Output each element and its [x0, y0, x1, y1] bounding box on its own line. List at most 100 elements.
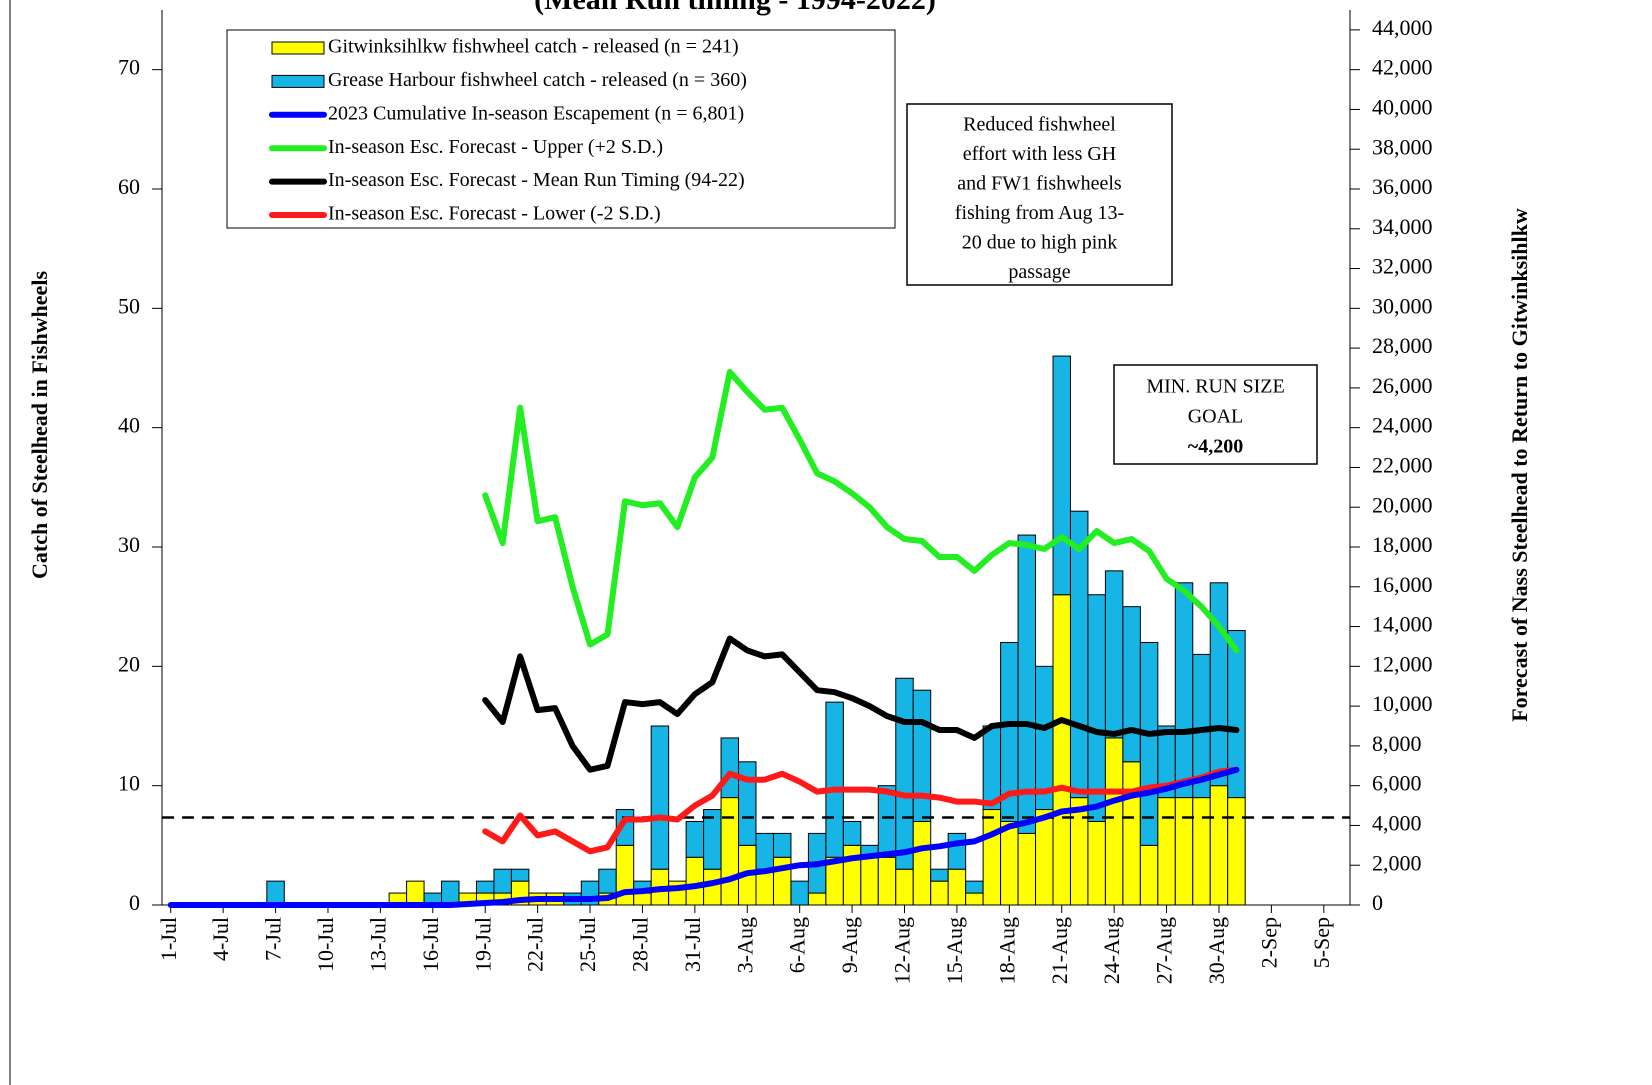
y2-tick-label: 38,000 — [1372, 134, 1433, 159]
y-tick-label: 0 — [129, 890, 140, 915]
bar — [947, 868, 967, 906]
y2-tick-label: 6,000 — [1372, 771, 1422, 796]
bar — [1192, 797, 1211, 906]
x-tick-label: 7-Jul — [261, 917, 286, 961]
y2-tick-label: 10,000 — [1372, 691, 1433, 716]
x-tick-label: 25-Jul — [575, 917, 600, 972]
legend-label: In-season Esc. Forecast - Upper (+2 S.D.… — [328, 136, 663, 158]
bar — [1052, 594, 1071, 906]
x-tick-label: 30-Aug — [1204, 917, 1229, 984]
bar — [965, 892, 984, 906]
legend-label: 2023 Cumulative In-season Escapement (n … — [328, 102, 744, 124]
bar — [1227, 630, 1246, 799]
bar — [1122, 606, 1141, 763]
y-axis-label: Catch of Steelhead in Fishwheels — [27, 271, 52, 579]
bar — [1139, 844, 1159, 906]
bar — [807, 892, 827, 906]
annotation-text: effort with less GH — [963, 143, 1117, 165]
bar — [685, 820, 705, 858]
x-tick-label: 1-Jul — [156, 917, 181, 961]
x-tick-label: 5-Sep — [1309, 917, 1334, 968]
bar — [633, 892, 652, 906]
x-tick-label: 31-Jul — [680, 917, 705, 972]
y2-tick-label: 4,000 — [1372, 810, 1422, 835]
y2-tick-label: 36,000 — [1372, 174, 1433, 199]
bar — [1087, 820, 1106, 906]
y-tick-label: 70 — [118, 55, 140, 80]
bar — [755, 832, 774, 870]
bar — [930, 880, 949, 906]
line-series — [482, 368, 1240, 654]
x-tick-label: 18-Aug — [994, 917, 1019, 984]
bar — [1104, 570, 1124, 739]
y2-tick-label: 24,000 — [1372, 413, 1433, 438]
x-tick-label: 24-Aug — [1099, 917, 1124, 984]
bar — [510, 868, 530, 882]
line-series — [482, 766, 1240, 855]
bar — [912, 689, 932, 822]
bar — [912, 820, 932, 906]
x-tick-label: 22-Jul — [523, 917, 548, 972]
bar — [1017, 832, 1037, 906]
bar — [1104, 737, 1124, 906]
x-tick-label: 15-Aug — [942, 917, 967, 984]
line-series — [167, 766, 1240, 908]
x-tick-label: 21-Aug — [1047, 917, 1072, 984]
x-tick-label: 13-Jul — [365, 917, 390, 972]
bar — [1209, 785, 1229, 906]
bar — [860, 856, 879, 906]
y-tick-label: 20 — [118, 651, 140, 676]
bar — [930, 868, 949, 882]
bar — [1087, 594, 1106, 822]
bar — [790, 880, 809, 906]
y2-tick-label: 0 — [1372, 890, 1383, 915]
bar — [1000, 820, 1019, 906]
annotation: MIN. RUN SIZE GOAL ~4,200 — [1113, 364, 1318, 465]
bar — [982, 809, 1002, 906]
x-tick-label: 12-Aug — [890, 917, 915, 984]
annotation: Reduced fishwheel effort with less GH and … — [906, 103, 1173, 286]
annotation-text: passage — [1008, 261, 1070, 283]
bar — [1035, 809, 1054, 906]
x-tick-label: 9-Aug — [837, 917, 862, 973]
annotation-text: GOAL — [1188, 406, 1244, 428]
bar — [685, 856, 705, 906]
legend-label: In-season Esc. Forecast - Lower (-2 S.D.… — [328, 203, 661, 225]
x-tick-label: 19-Jul — [470, 917, 495, 972]
bar — [965, 880, 984, 894]
y2-tick-label: 30,000 — [1372, 293, 1433, 318]
bar — [598, 868, 617, 894]
annotation-box — [906, 103, 1173, 286]
annotation-box — [1113, 364, 1318, 465]
legend-label: Grease Harbour fishwheel catch - release… — [328, 69, 747, 91]
bar — [1227, 797, 1246, 906]
bar — [842, 820, 862, 846]
annotation-text: fishing from Aug 13- — [955, 202, 1124, 224]
y-tick-label: 50 — [118, 293, 140, 318]
annotation-text: ~4,200 — [1188, 436, 1243, 458]
y2-tick-label: 2,000 — [1372, 850, 1422, 875]
annotation-text: MIN. RUN SIZE — [1146, 376, 1284, 398]
legend-box — [226, 29, 896, 229]
y2-tick-label: 42,000 — [1372, 55, 1433, 80]
bar — [1052, 355, 1071, 596]
bar — [441, 880, 460, 906]
x-tick-label: 16-Jul — [418, 917, 443, 972]
y-tick-label: 40 — [118, 413, 140, 438]
bar — [1174, 797, 1194, 906]
y-tick-label: 10 — [118, 771, 140, 796]
bar — [1209, 582, 1229, 787]
bar — [1122, 761, 1141, 906]
y2-tick-label: 8,000 — [1372, 731, 1422, 756]
bar — [475, 880, 495, 894]
y2-tick-label: 14,000 — [1372, 612, 1433, 637]
y2-tick-label: 16,000 — [1372, 572, 1433, 597]
x-tick-label: 28-Jul — [627, 917, 652, 972]
y2-tick-label: 22,000 — [1372, 452, 1433, 477]
bar — [895, 677, 914, 870]
y2-tick-label: 12,000 — [1372, 651, 1433, 676]
bar — [406, 880, 425, 906]
bar — [1174, 582, 1194, 799]
